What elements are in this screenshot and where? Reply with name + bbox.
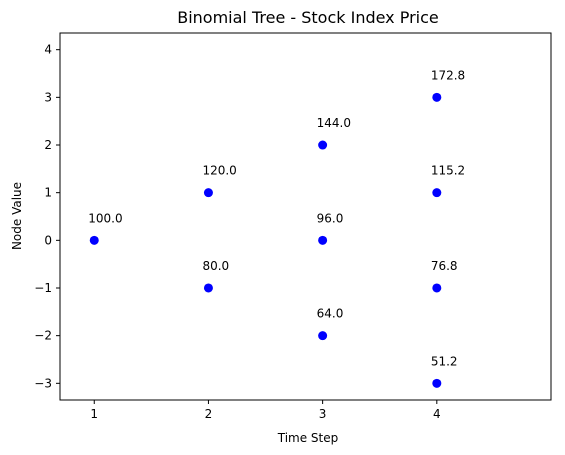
y-tick-label: 4: [44, 43, 52, 57]
x-tick-label: 4: [433, 407, 441, 421]
data-point: [432, 283, 442, 293]
plot-frame: [59, 32, 552, 401]
y-tick-label: −2: [34, 329, 52, 343]
data-labels: 100.0 120.0 80.0 144.0 96.0 64.0 172.8 115.2 76.…: [88, 68, 465, 368]
data-point: [432, 188, 442, 198]
data-point: [432, 378, 442, 388]
x-tick-label: 2: [205, 407, 213, 421]
plot-area: 1 2 3 4 −3 −2 −1 0 1 2 3 4 100.0 120.0 80.0 144.0 96.0…: [34, 32, 552, 421]
data-point: [203, 188, 213, 198]
x-axis-ticks: 1 2 3 4: [90, 400, 441, 421]
data-point: [318, 140, 328, 150]
data-label: 80.0: [202, 259, 229, 273]
data-label: 120.0: [202, 164, 236, 178]
data-point: [203, 283, 213, 293]
data-label: 76.8: [431, 259, 458, 273]
data-point: [318, 331, 328, 341]
data-point: [318, 235, 328, 245]
y-axis-label: Node Value: [10, 182, 24, 250]
data-label: 96.0: [317, 211, 344, 225]
data-label: 115.2: [431, 164, 465, 178]
data-label: 172.8: [431, 68, 465, 82]
y-tick-label: 0: [44, 233, 52, 247]
y-tick-label: 1: [44, 186, 52, 200]
data-label: 144.0: [317, 116, 351, 130]
y-tick-label: −1: [34, 281, 52, 295]
y-axis-ticks: −3 −2 −1 0 1 2 3 4: [34, 43, 60, 390]
data-points: [89, 92, 442, 388]
y-tick-label: 2: [44, 138, 52, 152]
x-tick-label: 3: [319, 407, 327, 421]
data-label: 51.2: [431, 354, 458, 368]
data-point: [89, 235, 99, 245]
chart-title: Binomial Tree - Stock Index Price: [177, 8, 439, 27]
y-tick-label: 3: [44, 90, 52, 104]
x-tick-label: 1: [90, 407, 98, 421]
data-point: [432, 92, 442, 102]
y-tick-label: −3: [34, 376, 52, 390]
data-label: 100.0: [88, 211, 122, 225]
x-axis-label: Time Step: [277, 431, 339, 445]
data-label: 64.0: [317, 307, 344, 321]
